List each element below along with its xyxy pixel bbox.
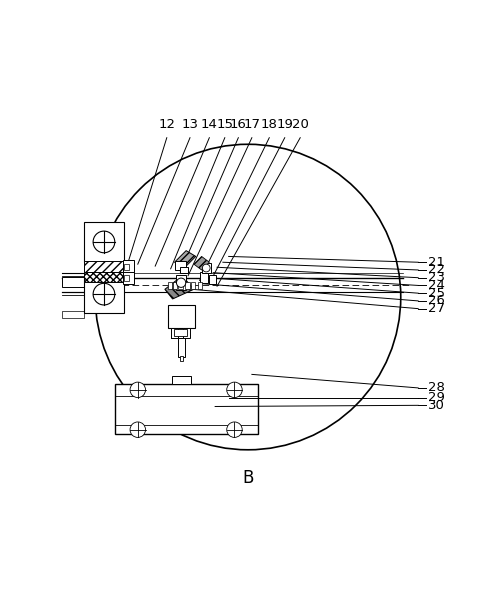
Bar — [174, 329, 187, 336]
Bar — [180, 268, 188, 273]
Text: 16: 16 — [230, 117, 247, 131]
Text: 22: 22 — [428, 263, 445, 277]
Circle shape — [203, 264, 210, 272]
Text: 13: 13 — [182, 117, 199, 131]
Bar — [172, 328, 178, 338]
Circle shape — [130, 382, 146, 397]
Text: 23: 23 — [428, 271, 445, 284]
Text: 28: 28 — [428, 381, 445, 394]
Circle shape — [93, 231, 115, 253]
Bar — [185, 282, 190, 289]
Text: 24: 24 — [428, 279, 445, 292]
Text: 17: 17 — [244, 117, 260, 131]
Text: 12: 12 — [158, 117, 175, 131]
Bar — [172, 376, 191, 384]
Circle shape — [227, 382, 242, 397]
Text: 19: 19 — [276, 117, 293, 131]
Bar — [184, 328, 190, 338]
Bar — [202, 263, 211, 272]
Circle shape — [95, 145, 401, 450]
Circle shape — [130, 422, 146, 437]
Text: 25: 25 — [428, 287, 445, 300]
Bar — [84, 221, 124, 262]
Bar — [178, 338, 185, 357]
Bar — [175, 261, 186, 270]
Text: 27: 27 — [428, 302, 445, 315]
Text: 29: 29 — [428, 391, 445, 404]
Bar — [84, 276, 124, 312]
Circle shape — [227, 422, 242, 437]
Circle shape — [177, 278, 186, 287]
Bar — [198, 282, 202, 289]
Bar — [124, 264, 129, 270]
Text: 21: 21 — [428, 256, 445, 269]
Bar — [173, 282, 177, 289]
Circle shape — [93, 284, 115, 305]
Bar — [124, 275, 129, 281]
Text: 20: 20 — [292, 117, 309, 131]
Bar — [178, 282, 183, 289]
Bar — [62, 311, 84, 319]
Text: 14: 14 — [201, 117, 218, 131]
Text: 30: 30 — [428, 399, 445, 412]
Bar — [200, 272, 208, 283]
Bar — [180, 356, 184, 361]
Bar — [123, 272, 134, 284]
Bar — [115, 384, 257, 434]
Bar — [209, 275, 216, 284]
Polygon shape — [165, 276, 194, 299]
Bar — [84, 272, 124, 282]
Polygon shape — [194, 256, 210, 270]
Polygon shape — [175, 251, 196, 268]
Bar — [123, 260, 134, 272]
Bar — [177, 275, 186, 290]
Bar — [168, 305, 195, 328]
Text: 26: 26 — [428, 295, 445, 308]
Bar — [62, 277, 84, 287]
Bar — [191, 282, 196, 289]
Text: 15: 15 — [216, 117, 234, 131]
Bar — [168, 282, 172, 289]
Text: B: B — [243, 469, 253, 486]
Text: 18: 18 — [261, 117, 278, 131]
Bar — [84, 261, 124, 272]
